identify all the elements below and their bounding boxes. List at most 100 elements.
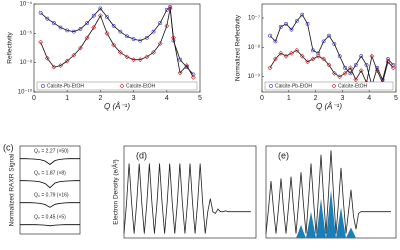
marker <box>300 12 305 17</box>
marker <box>364 63 369 67</box>
marker <box>85 21 90 25</box>
marker <box>278 50 284 56</box>
marker <box>299 53 305 59</box>
marker <box>118 29 123 34</box>
marker <box>105 15 109 19</box>
marker <box>391 63 396 67</box>
marker <box>342 70 348 76</box>
marker <box>316 51 321 56</box>
plot-frame <box>33 3 201 93</box>
legend-box <box>264 81 394 91</box>
marker <box>71 29 76 34</box>
trace-label: Q₀ = 2.27 (×50) <box>34 148 69 154</box>
marker <box>104 30 110 36</box>
marker <box>84 35 90 41</box>
x-tick-label: 2 <box>98 95 102 102</box>
marker <box>164 7 169 12</box>
y-axis-label: Reflectivity <box>7 32 14 64</box>
marker <box>283 53 289 59</box>
marker <box>294 19 299 23</box>
marker <box>78 45 83 51</box>
line <box>20 202 80 208</box>
marker <box>267 65 273 71</box>
marker <box>78 27 83 31</box>
marker <box>44 55 50 61</box>
marker <box>178 57 182 62</box>
legend-label: Calcite-Pb-EtOH <box>275 83 312 89</box>
y-axis-label: Electron Density (e/Å³) <box>111 159 120 224</box>
line <box>265 150 391 234</box>
marker <box>151 49 156 55</box>
marker <box>58 63 63 69</box>
marker <box>124 54 130 60</box>
marker <box>294 47 300 53</box>
marker <box>348 65 353 71</box>
marker <box>278 24 283 29</box>
marker <box>327 33 331 38</box>
marker <box>131 37 136 42</box>
marker <box>91 25 97 30</box>
x-tick-label: 0 <box>260 95 264 102</box>
legend-marker <box>269 84 273 88</box>
line <box>40 6 194 75</box>
marker <box>289 27 294 32</box>
marker <box>273 39 278 44</box>
legend-marker <box>119 83 125 89</box>
x-tick-label: 4 <box>165 95 169 102</box>
marker <box>305 21 310 26</box>
x-tick-label: 5 <box>198 95 202 102</box>
y-tick-label: 10⁻⁶ <box>20 30 33 37</box>
marker <box>272 56 278 62</box>
y-tick-label: 10⁻⁸ <box>20 59 33 66</box>
legend-box <box>36 81 198 91</box>
marker <box>315 53 321 59</box>
line <box>123 163 251 234</box>
marker <box>51 64 57 70</box>
marker <box>38 39 44 45</box>
line <box>20 180 80 189</box>
marker <box>151 29 156 34</box>
y-axis-label: Normalized RAXR Signal <box>9 153 16 226</box>
marker <box>117 49 123 55</box>
line <box>40 8 194 78</box>
marker <box>358 68 364 74</box>
marker <box>164 23 170 29</box>
marker <box>353 63 358 67</box>
line <box>20 224 80 227</box>
y-tick-label: 10⁻⁸ <box>248 44 261 51</box>
panel-label: (c) <box>3 142 14 152</box>
marker <box>375 65 380 70</box>
x-tick-label: 3 <box>340 95 344 102</box>
marker <box>343 65 347 70</box>
marker <box>111 42 117 48</box>
marker <box>289 50 294 56</box>
x-tick-label: 2 <box>314 95 318 102</box>
marker <box>64 58 70 64</box>
marker <box>184 63 190 69</box>
trace-label: Q₀ = 0.45 (×5) <box>34 214 66 220</box>
marker <box>38 10 43 15</box>
y-tick-label: 10⁻⁷ <box>248 15 260 22</box>
marker <box>158 21 163 25</box>
plot-frame <box>123 145 257 239</box>
trace-label: Q₀ = 1.87 (×8) <box>34 170 66 176</box>
marker <box>311 48 315 53</box>
marker <box>144 54 150 60</box>
marker <box>337 74 343 80</box>
legend-label: Calcite-Pb-EtOH <box>47 83 84 89</box>
marker <box>125 34 129 39</box>
marker <box>321 56 327 62</box>
marker <box>71 52 77 58</box>
marker <box>190 74 196 80</box>
y-axis-label: Normalized Reflectivity <box>235 14 242 81</box>
marker <box>353 77 359 83</box>
trace-label: Q₀ = 0.79 (×16) <box>34 192 69 198</box>
line <box>269 13 394 87</box>
marker <box>98 6 103 11</box>
marker <box>359 54 364 59</box>
marker <box>369 53 375 59</box>
x-tick-label: 0 <box>32 95 36 102</box>
marker <box>171 35 176 41</box>
x-axis-label: Q (Å⁻¹) <box>316 102 342 111</box>
